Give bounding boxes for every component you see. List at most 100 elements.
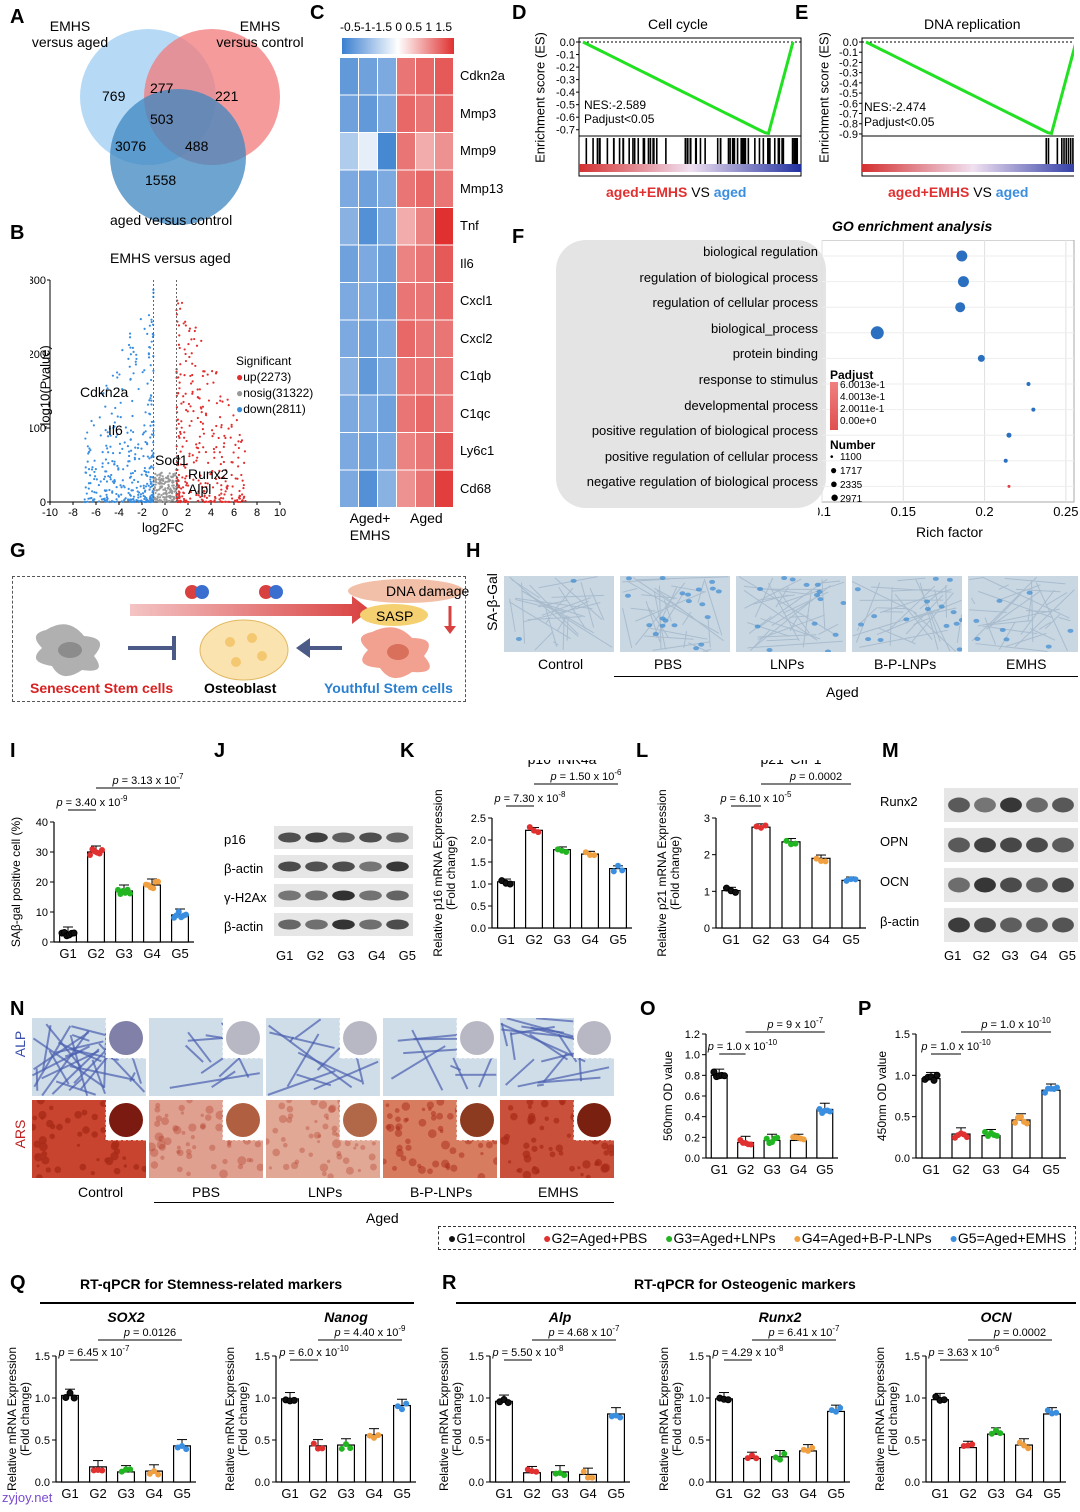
x-tick-label: G5 (1042, 1162, 1059, 1177)
volcano-point (197, 490, 200, 493)
y-tick-label: 0.0 (905, 1477, 920, 1489)
volcano-point (123, 486, 126, 489)
volcano-point (141, 371, 144, 374)
volcano-point (102, 392, 105, 395)
volcano-point (234, 477, 237, 480)
gsea-e-padj: Padjust<0.05 (864, 115, 935, 129)
schematic-osteoblast: Osteoblast (204, 680, 277, 696)
data-point (852, 876, 859, 883)
volcano-point (184, 500, 188, 504)
x-tick-label: G4 (145, 1486, 162, 1501)
data-point (997, 1430, 1004, 1437)
p-value-label: p = 3.13 x 10-7 (111, 772, 184, 787)
y-tick-label: 0 (40, 497, 46, 509)
volcano-point (230, 425, 233, 428)
heatmap-cell (435, 395, 453, 432)
heatmap-grid (340, 58, 453, 507)
volcano-point (231, 461, 234, 464)
ars-nodule (321, 1171, 327, 1177)
ars-stain-image (383, 1100, 497, 1178)
blot-row-label: β-actin (880, 914, 920, 929)
volcano-point (222, 445, 225, 448)
data-point (375, 1432, 382, 1439)
data-point (758, 824, 764, 831)
volcano-point (191, 454, 194, 457)
volcano-point (83, 498, 86, 501)
ars-nodule (36, 1164, 40, 1168)
ars-nodule (331, 1125, 338, 1132)
volcano-point (104, 405, 107, 408)
blue-cell (814, 592, 821, 597)
ars-nodule (79, 1163, 87, 1171)
volcano-point (121, 447, 124, 450)
data-point (843, 877, 850, 884)
volcano-point (99, 480, 102, 483)
y-tick-label: 0.2 (685, 1132, 700, 1144)
cell-fiber (927, 606, 941, 642)
data-point (535, 829, 542, 836)
volcano-point (214, 477, 218, 481)
heatmap-cell (435, 283, 453, 320)
alp-fiber (45, 1023, 83, 1068)
x-tick-label: G1 (497, 932, 514, 947)
volcano-point (201, 428, 204, 431)
volcano-point (197, 494, 200, 497)
bar (524, 829, 543, 929)
alp-fiber (64, 1050, 83, 1058)
gsea-d-comparison: aged+EMHS VS aged (606, 184, 747, 200)
inset-well (577, 1103, 611, 1137)
volcano-point-nosig (154, 476, 157, 479)
blot-band (1052, 917, 1074, 933)
venn-label-bottom: aged versus control (110, 212, 233, 228)
go-title: GO enrichment analysis (832, 218, 993, 234)
volcano-point (238, 433, 241, 437)
alp-fiber (506, 1018, 583, 1040)
data-point (753, 823, 760, 830)
heatmap-cell (359, 470, 377, 507)
volcano-point (204, 450, 208, 454)
heatmap-cell (378, 283, 396, 320)
heatmap-cell (435, 133, 453, 170)
volcano-legend-nosig: ●nosig(31322) (236, 386, 314, 400)
ars-stain-image (266, 1100, 380, 1178)
alp-fiber (187, 1031, 212, 1063)
volcano-point-nosig (160, 499, 163, 502)
ars-nodule (282, 1163, 290, 1171)
volcano-point (113, 463, 116, 466)
volcano-point-nosig (169, 487, 172, 490)
blot-row-label: β-actin (224, 919, 264, 934)
volcano-point (185, 484, 188, 487)
go-dot (977, 354, 985, 362)
y-tick-label: 0.5 (255, 1435, 270, 1447)
data-point (319, 1445, 326, 1452)
ars-nodule (272, 1127, 279, 1134)
ars-nodule (227, 1143, 232, 1148)
cell-fiber (771, 599, 813, 626)
x-tick-label: G5 (816, 1162, 833, 1177)
volcano-point (103, 497, 106, 500)
data-point (1016, 1439, 1023, 1446)
ars-nodule (331, 1130, 337, 1136)
data-point (1018, 1114, 1024, 1121)
blot-band (1000, 797, 1022, 813)
volcano-point (178, 457, 181, 460)
y-tick-label: -0.3 (839, 68, 858, 80)
blot-strip (274, 826, 413, 849)
ars-nodule (553, 1117, 560, 1124)
volcano-point-nosig (166, 486, 170, 489)
ars-nodule (447, 1112, 454, 1120)
volcano-point (188, 424, 191, 427)
ars-nodule (531, 1137, 537, 1143)
volcano-point (179, 500, 183, 504)
blue-cell (1067, 628, 1074, 633)
cell-fiber (919, 585, 948, 610)
data-point (175, 908, 182, 915)
volcano-point (136, 499, 139, 502)
heatmap-cell (378, 470, 396, 507)
volcano-point (146, 403, 150, 406)
volcano-gene-il6: Il6 (108, 422, 123, 438)
data-point (777, 1456, 783, 1463)
volcano-point-nosig (160, 494, 163, 497)
x-tick-label: G5 (393, 1486, 410, 1501)
